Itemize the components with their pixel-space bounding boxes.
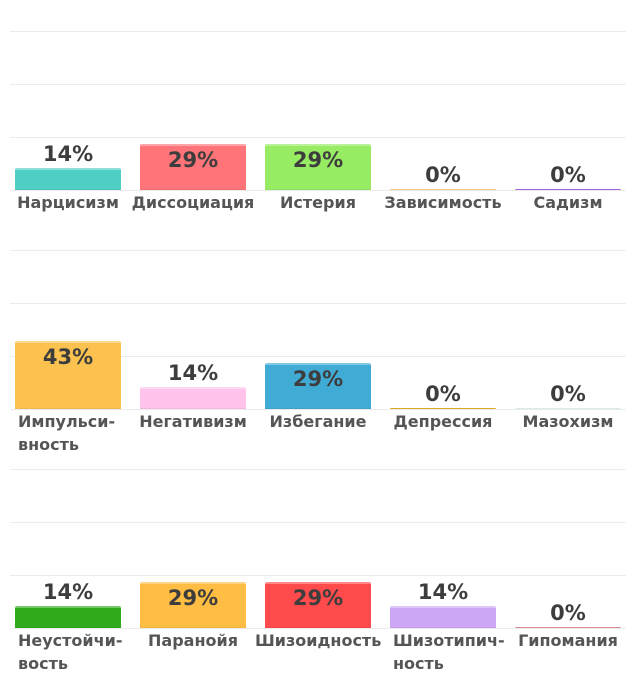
bar [390,189,496,190]
bar [140,582,246,628]
category-label: Избегание [269,412,367,431]
bar [15,341,121,409]
bar [265,363,371,409]
category-label: Паранойя [148,631,238,650]
value-label: 43% [42,345,94,369]
gridline [10,469,626,470]
value-label: 29% [292,586,344,610]
gridline [10,84,626,85]
value-label: 29% [292,148,344,172]
category-label: Мазохизм [522,412,614,431]
category-label: Шизоидность [255,631,382,650]
bar [265,144,371,190]
category-label: Истерия [280,193,356,212]
gridline [10,31,626,32]
category-label: Негативизм [139,412,247,431]
gridline [10,190,626,191]
gridline [10,356,626,357]
bar [15,168,121,190]
gridline [10,250,626,251]
category-label: Гипомания [518,631,618,650]
value-label: 14% [42,580,94,604]
value-label: 0% [425,382,461,406]
value-label: 0% [550,163,586,187]
value-label: 0% [550,382,586,406]
category-label: Зависимость [384,193,502,212]
category-label: Садизм [533,193,603,212]
bar [140,387,246,409]
value-label: 0% [550,601,586,625]
category-label: Диссоциация [131,193,255,212]
gridline [10,522,626,523]
category-label: Шизотипич- ность [393,631,505,673]
gridline [10,409,626,410]
bar [15,606,121,628]
bar [390,606,496,628]
bar [140,144,246,190]
gridline [10,137,626,138]
gridline [10,575,626,576]
bar [265,582,371,628]
bar [515,189,621,190]
value-label: 14% [417,580,469,604]
category-label: Импульси- вность [18,412,116,454]
category-label: Депрессия [393,412,493,431]
gridline [10,303,626,304]
category-label: Нарцисизм [17,193,119,212]
bar [515,408,621,409]
value-label: 29% [167,148,219,172]
gridline [10,628,626,629]
value-label: 14% [42,142,94,166]
value-label: 0% [425,163,461,187]
bar [390,408,496,409]
value-label: 29% [167,586,219,610]
category-label: Неустойчи- вость [18,631,123,673]
value-label: 29% [292,367,344,391]
value-label: 14% [167,361,219,385]
bar [515,627,621,628]
